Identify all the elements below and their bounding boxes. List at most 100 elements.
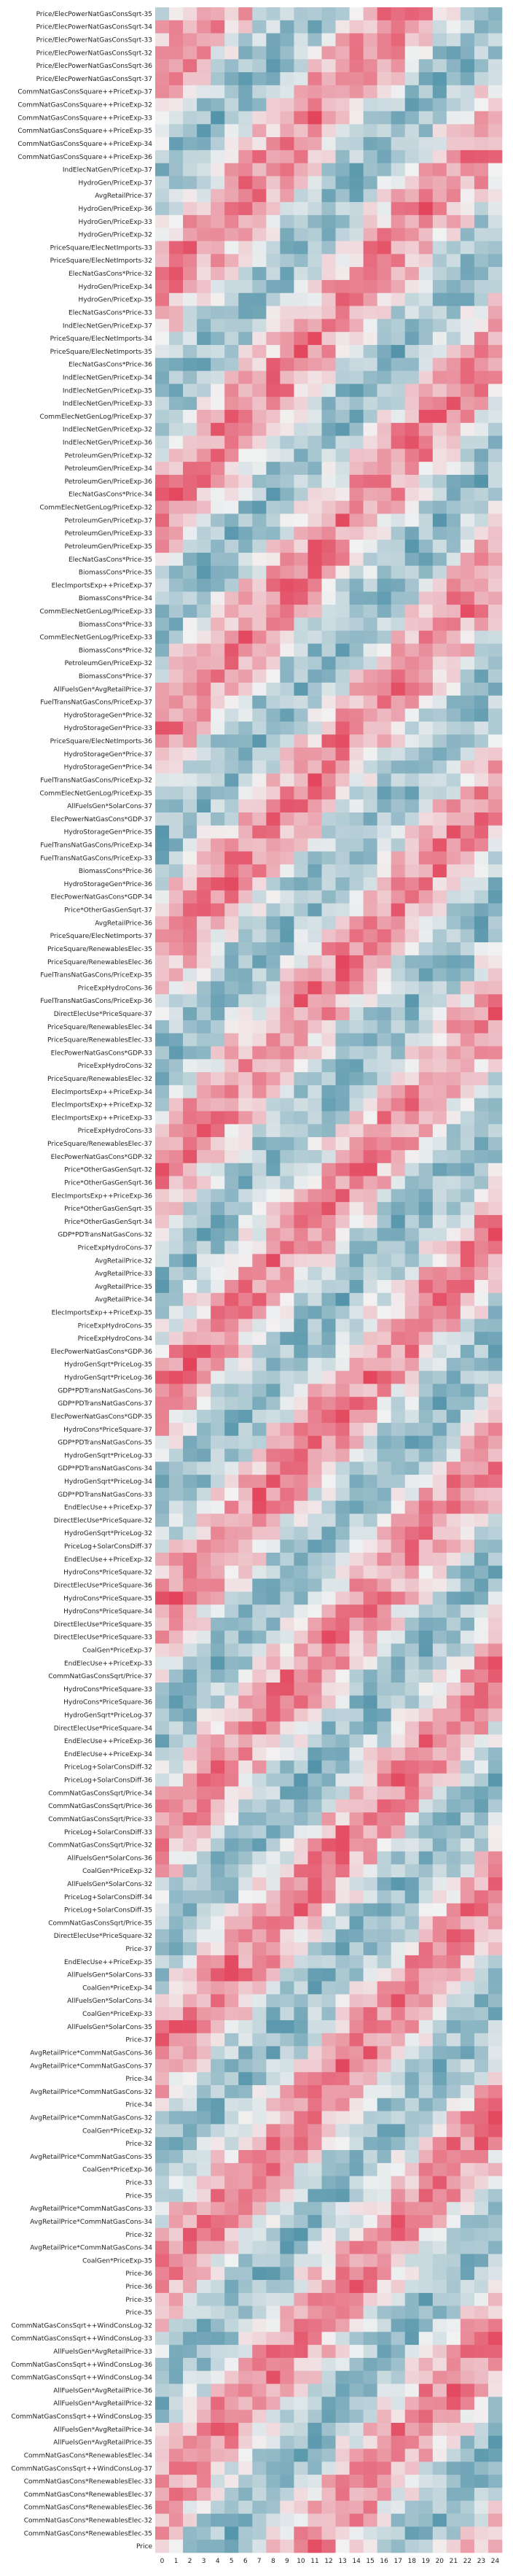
heatmap-cell [308,1929,322,1943]
heatmap-cell [155,1124,170,1138]
heatmap-cell [487,1890,503,1904]
heatmap-cell [335,59,350,73]
heatmap-cell [266,1397,281,1411]
heatmap-cell [404,670,420,683]
heatmap-cell [432,1059,447,1073]
heatmap-cell [377,1046,391,1060]
heatmap-cell [391,2292,406,2306]
heatmap-cell [280,1020,294,1033]
heatmap-cell [183,786,197,800]
heatmap-cell [294,1916,308,1930]
heatmap-cell [460,617,475,631]
heatmap-cell [155,1422,170,1436]
heatmap-cell [197,332,211,346]
heatmap-cell [294,1617,308,1632]
heatmap-cell [404,1540,420,1553]
heatmap-cell [349,1565,364,1579]
heatmap-cell [252,1098,267,1112]
heatmap-cell [487,1422,503,1436]
heatmap-cell [474,968,489,982]
heatmap-cell [474,578,489,592]
heatmap-cell [308,475,322,489]
heatmap-cell [266,1137,281,1151]
heatmap-cell [238,1643,253,1657]
heatmap-cell [211,332,225,346]
heatmap-cell [183,487,197,501]
heatmap-cell [321,1981,336,1995]
heatmap-cell [155,1072,170,1086]
heatmap-cell [252,734,267,748]
heatmap-cell [294,189,308,203]
heatmap-cell [446,1903,461,1917]
heatmap-cell [238,1189,253,1203]
heatmap-cell [432,2461,447,2475]
heatmap-cell [460,747,475,761]
heatmap-cell [183,1851,197,1865]
heatmap-cell [446,150,461,163]
heatmap-cell [155,2084,170,2099]
heatmap-cell [321,1033,336,1047]
heatmap-cell [211,1435,225,1449]
heatmap-cell [487,487,503,501]
heatmap-cell [280,1643,294,1657]
heatmap-cell [460,1292,475,1306]
heatmap-cell [335,2370,350,2384]
heatmap-cell [224,1085,239,1099]
heatmap-cell [391,1617,406,1632]
heatmap-cell [169,1202,184,1216]
heatmap-cell [155,1812,170,1826]
heatmap-cell [294,319,308,333]
heatmap-cell [391,786,406,800]
heatmap-cell [224,2487,239,2502]
heatmap-cell [432,33,447,47]
heatmap-cell [224,2137,239,2151]
heatmap-cell [321,670,336,683]
heatmap-cell [155,2397,170,2410]
heatmap-cell [432,98,447,112]
heatmap-cell [335,1981,350,1995]
heatmap-cell [474,799,489,813]
heatmap-cell [183,228,197,241]
heatmap-cell [252,1227,267,1241]
heatmap-cell [335,1929,350,1943]
heatmap-cell [211,409,225,424]
heatmap-cell [294,1487,308,1502]
heatmap-cell [391,1410,406,1424]
heatmap-cell [280,20,294,34]
heatmap-cell [224,1370,239,1384]
heatmap-cell [308,656,322,670]
heatmap-cell [377,1838,391,1852]
heatmap-cell [349,630,364,644]
heatmap-cell [224,1942,239,1956]
heatmap-cell [280,267,294,281]
heatmap-cell [349,2072,364,2086]
heatmap-cell [432,1345,447,1359]
heatmap-cell [238,189,253,203]
heatmap-cell [377,1552,391,1567]
heatmap-cell [183,1513,197,1527]
heatmap-cell [335,838,350,852]
heatmap-cell [474,1877,489,1891]
heatmap-cell [404,2241,420,2254]
heatmap-cell [321,1682,336,1696]
heatmap-cell [155,1292,170,1306]
heatmap-cell [391,2020,406,2034]
heatmap-cell [308,2046,322,2060]
heatmap-cell [363,578,377,592]
heatmap-cell [349,124,364,138]
heatmap-cell [252,2162,267,2176]
heatmap-cell [404,1565,420,1579]
heatmap-cell [377,605,391,618]
heatmap-cell [404,2215,420,2229]
heatmap-cell [349,1591,364,1605]
heatmap-cell [446,2397,461,2410]
heatmap-cell [404,1968,420,1982]
heatmap-cell [224,500,239,514]
heatmap-cell [404,384,420,397]
heatmap-cell [183,2540,197,2553]
heatmap-cell [335,773,350,787]
heatmap-cell [321,1605,336,1618]
heatmap-cell [391,630,406,644]
heatmap-cell [321,2448,336,2462]
heatmap-cell [280,864,294,878]
